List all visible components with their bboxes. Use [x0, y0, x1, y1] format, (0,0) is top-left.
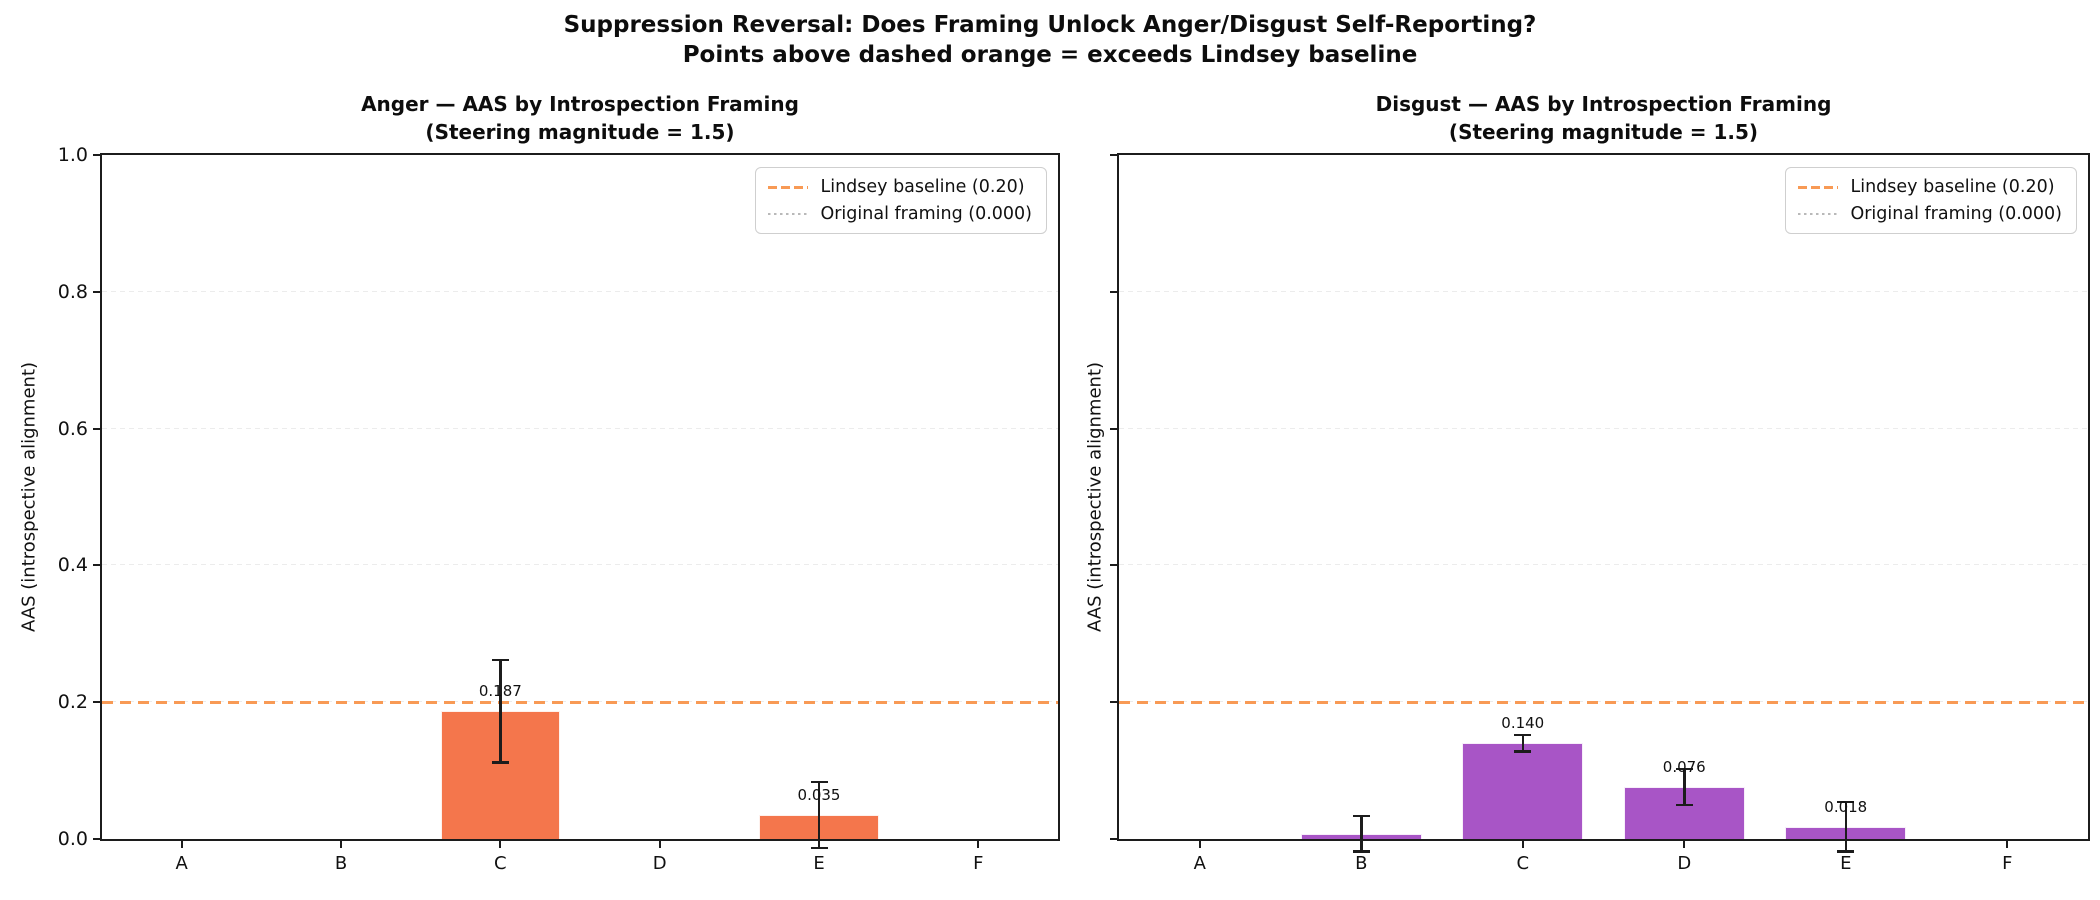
- y-tick: [93, 154, 102, 156]
- disgust-title-line1: Disgust — AAS by Introspection Framing: [1375, 92, 1832, 116]
- bar-value-label: 0.140: [1501, 714, 1545, 733]
- dotted-gray-line-icon: [768, 212, 809, 216]
- x-tick: [499, 839, 502, 848]
- baseline-line: [102, 700, 1058, 704]
- gridline: [1119, 427, 2088, 429]
- legend-original-label: Original framing (0.000): [820, 204, 1032, 224]
- x-tick: [2006, 839, 2009, 848]
- legend-item-original: Original framing (0.000): [1798, 204, 2062, 224]
- x-tick-label: C: [1516, 853, 1530, 874]
- disgust-y-axis-label: AAS (introspective alignment): [1084, 361, 1106, 633]
- error-bar-cap: [1837, 850, 1855, 853]
- y-tick-label: 0.6: [57, 417, 88, 440]
- error-bar-cap: [1837, 800, 1855, 804]
- gridline: [102, 564, 1058, 566]
- y-tick-label: 0.4: [57, 554, 88, 577]
- error-bar: [817, 782, 821, 848]
- legend-baseline-label: Lindsey baseline (0.20): [1850, 177, 2055, 197]
- error-bar-cap: [1675, 767, 1693, 771]
- x-tick: [1683, 839, 1686, 848]
- anger-legend: Lindsey baseline (0.20) Original framing…: [755, 167, 1047, 234]
- error-bar-cap: [810, 846, 828, 850]
- legend-item-baseline: Lindsey baseline (0.20): [768, 177, 1032, 197]
- error-bar-cap: [810, 780, 828, 784]
- x-tick: [340, 839, 342, 848]
- disgust-legend: Lindsey baseline (0.20) Original framing…: [1785, 167, 2077, 234]
- x-tick-label: E: [813, 853, 825, 874]
- y-tick: [1110, 154, 1119, 156]
- y-tick-label: 0.2: [57, 691, 88, 714]
- x-tick: [658, 839, 661, 848]
- error-bar-cap: [491, 658, 509, 662]
- error-bar-cap: [1514, 750, 1532, 753]
- anger-y-axis-label: AAS (introspective alignment): [18, 361, 40, 633]
- baseline-line: [1119, 700, 2088, 704]
- error-bar: [1521, 735, 1524, 752]
- x-tick: [1198, 839, 1201, 848]
- bar-value-label: 0.187: [478, 682, 522, 701]
- anger-title-line1: Anger — AAS by Introspection Framing: [361, 92, 799, 116]
- x-tick-label: A: [175, 853, 188, 874]
- disgust-subplot-title: Disgust — AAS by Introspection Framing (…: [1117, 90, 2090, 146]
- dashed-orange-line-icon: [768, 185, 809, 189]
- legend-item-original: Original framing (0.000): [768, 204, 1032, 224]
- y-tick-label: 1.0: [57, 144, 88, 166]
- y-tick: [1110, 290, 1119, 293]
- y-tick: [93, 701, 102, 704]
- error-bar: [1683, 769, 1686, 805]
- y-tick: [1110, 564, 1119, 567]
- legend-baseline-label: Lindsey baseline (0.20): [820, 177, 1025, 197]
- x-tick-label: E: [1840, 853, 1852, 874]
- y-tick: [93, 290, 102, 293]
- x-tick-label: F: [973, 853, 984, 874]
- disgust-plot-area: Lindsey baseline (0.20) Original framing…: [1110, 153, 2090, 874]
- error-bar: [1844, 802, 1847, 852]
- x-tick-label: D: [1677, 853, 1692, 874]
- error-bar: [499, 659, 502, 763]
- x-tick: [180, 839, 183, 848]
- anger-subplot-title: Anger — AAS by Introspection Framing (St…: [100, 90, 1060, 146]
- dashed-orange-line-icon: [1798, 185, 1839, 189]
- x-tick-label: F: [2002, 853, 2013, 874]
- x-tick-label: B: [1355, 853, 1368, 874]
- x-tick-label: D: [652, 853, 667, 874]
- error-bar-cap: [1352, 850, 1370, 853]
- error-bar-cap: [1514, 733, 1532, 737]
- legend-item-baseline: Lindsey baseline (0.20): [1798, 177, 2062, 197]
- y-tick: [1110, 838, 1119, 840]
- error-bar-cap: [1675, 803, 1693, 807]
- x-tick: [977, 839, 980, 848]
- y-tick-label: 0.8: [57, 280, 88, 303]
- bar-value-label: 0.018: [1824, 797, 1868, 816]
- y-tick: [93, 427, 102, 430]
- gridline: [102, 290, 1058, 292]
- error-bar: [1360, 815, 1363, 852]
- figure-title: Suppression Reversal: Does Framing Unloc…: [563, 12, 1537, 38]
- y-tick: [1110, 427, 1119, 430]
- figure-subtitle: Points above dashed orange = exceeds Lin…: [682, 42, 1418, 68]
- y-tick: [1110, 701, 1119, 704]
- legend-original-label: Original framing (0.000): [1850, 204, 2062, 224]
- y-tick-label: 0.0: [57, 828, 88, 850]
- y-tick: [93, 564, 102, 567]
- y-tick: [93, 838, 102, 840]
- bar-value-label: 0.035: [797, 786, 841, 805]
- anger-title-line2: (Steering magnitude = 1.5): [425, 120, 735, 144]
- disgust-title-line2: (Steering magnitude = 1.5): [1448, 120, 1759, 144]
- x-tick-label: A: [1193, 853, 1206, 874]
- gridline: [1119, 290, 2088, 292]
- anger-plot-area: Lindsey baseline (0.20) Original framing…: [58, 144, 1060, 874]
- error-bar-cap: [1352, 814, 1370, 817]
- bar: [1462, 743, 1584, 839]
- dotted-gray-line-icon: [1798, 212, 1839, 216]
- x-tick-label: C: [494, 853, 507, 874]
- gridline: [102, 427, 1058, 429]
- bar-value-label: 0.076: [1662, 758, 1706, 777]
- x-tick-label: B: [334, 853, 348, 874]
- error-bar-cap: [491, 761, 509, 764]
- x-tick: [1521, 839, 1524, 848]
- gridline: [1119, 564, 2088, 566]
